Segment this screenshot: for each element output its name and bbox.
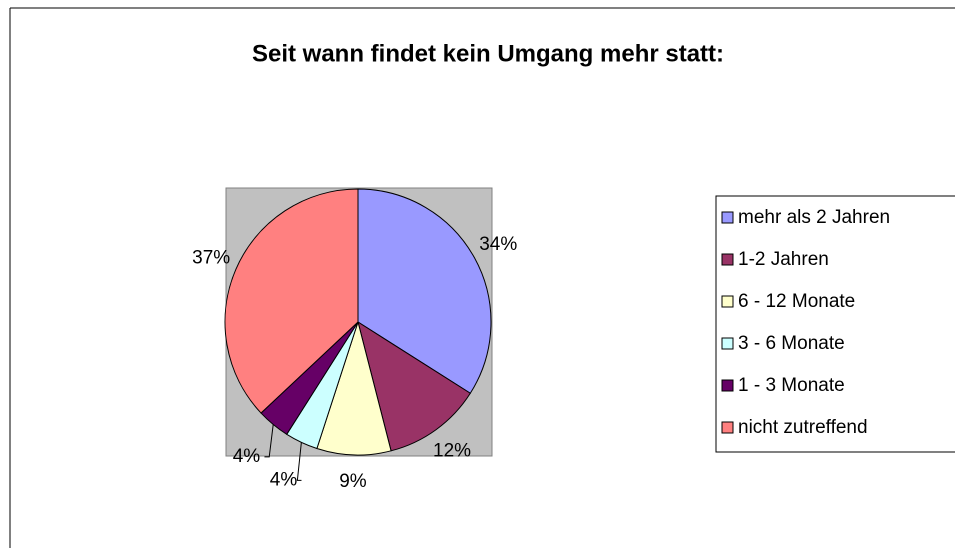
legend-label: mehr als 2 Jahren bbox=[738, 207, 890, 228]
leader-line bbox=[296, 442, 302, 481]
pie-slice bbox=[357, 320, 471, 452]
legend-swatch bbox=[721, 295, 734, 308]
legend-label: 3 - 6 Monate bbox=[738, 333, 845, 354]
legend-swatch bbox=[721, 211, 734, 224]
legend-label: nicht zutreffend bbox=[738, 417, 868, 438]
pie-slice bbox=[357, 188, 492, 394]
legend-swatch bbox=[721, 379, 734, 392]
data-label: 37% bbox=[192, 247, 230, 268]
data-label: 12% bbox=[433, 440, 471, 461]
pie-slice bbox=[224, 188, 359, 414]
data-label: 4% bbox=[270, 469, 298, 490]
legend bbox=[715, 195, 955, 453]
chart-title: Seit wann findet kein Umgang mehr statt: bbox=[252, 40, 724, 67]
data-label: 4% bbox=[233, 446, 261, 467]
legend-label: 1-2 Jahren bbox=[738, 249, 829, 270]
legend-swatch bbox=[721, 337, 734, 350]
legend-label: 1 - 3 Monate bbox=[738, 375, 845, 396]
data-label: 34% bbox=[479, 234, 517, 255]
data-label: 9% bbox=[339, 471, 367, 492]
legend-label: 6 - 12 Monate bbox=[738, 291, 855, 312]
legend-swatch bbox=[721, 421, 734, 434]
legend-swatch bbox=[721, 253, 734, 266]
leader-line bbox=[264, 424, 274, 458]
